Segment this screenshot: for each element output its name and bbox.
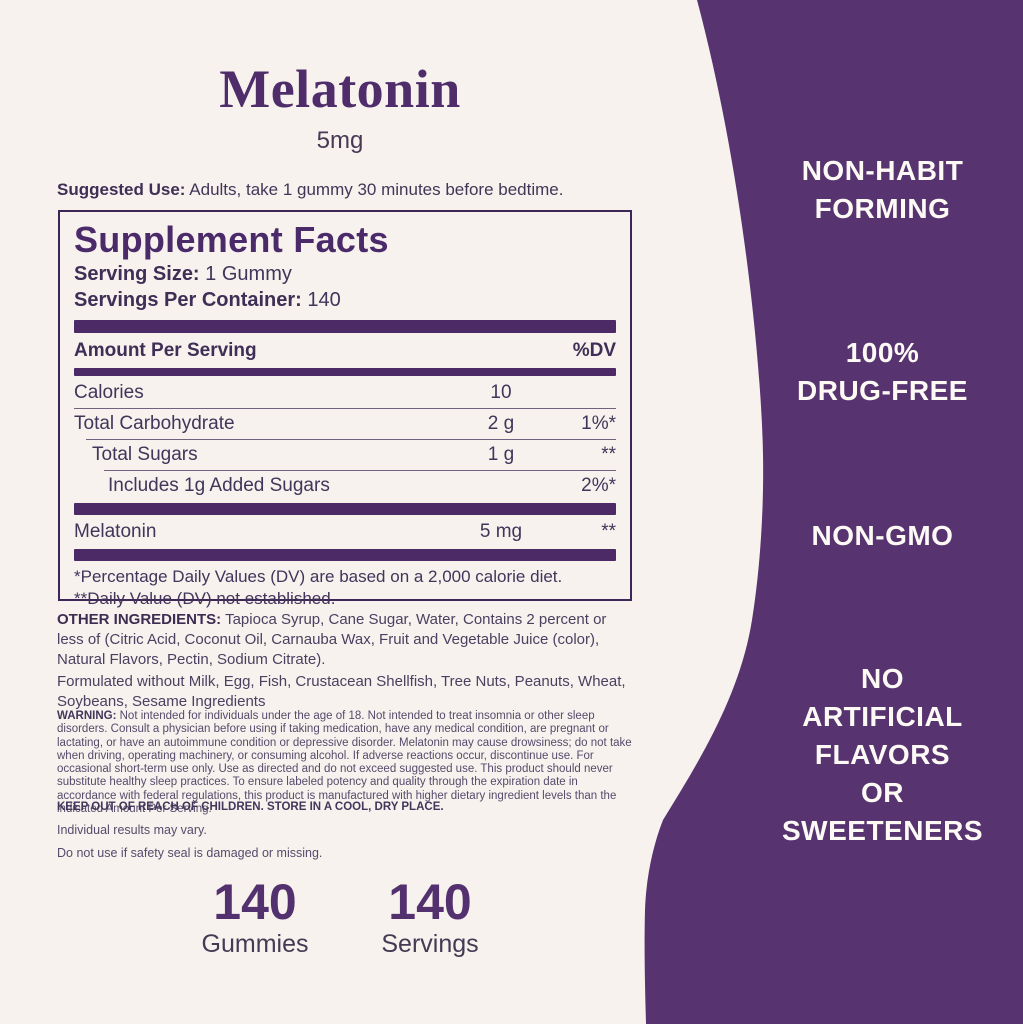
thick-divider xyxy=(74,503,616,515)
table-row-melatonin: Melatonin 5 mg ** xyxy=(74,517,616,547)
footnote: **Daily Value (DV) not established. xyxy=(74,589,336,608)
claim-line: FORMING xyxy=(814,193,951,224)
claim-line: SWEETENERS xyxy=(781,815,984,846)
nutrient-name: Total Sugars xyxy=(92,444,198,465)
other-ingredients-label: OTHER INGREDIENTS: xyxy=(57,611,222,628)
nutrient-dv: 1%* xyxy=(581,413,616,434)
nutrient-name: Includes 1g Added Sugars xyxy=(108,475,330,496)
footnote: *Percentage Daily Values (DV) are based … xyxy=(74,567,563,586)
suggested-use-label: Suggested Use: xyxy=(57,180,186,199)
thick-divider xyxy=(74,320,616,333)
results-disclaimer: Individual results may vary. xyxy=(57,823,207,837)
claim-line: 100% xyxy=(845,337,920,368)
supplement-facts-panel: Supplement Facts Serving Size: 1 Gummy S… xyxy=(58,210,632,608)
claim-line: NO xyxy=(861,663,904,694)
nutrient-name: Calories xyxy=(74,382,144,403)
thin-divider xyxy=(74,408,616,409)
serving-size-value: 1 Gummy xyxy=(205,263,292,285)
claim-line: DRUG-FREE xyxy=(797,375,968,406)
thick-divider xyxy=(74,368,616,376)
thick-divider xyxy=(74,549,616,561)
servings-label: Servings xyxy=(381,930,479,958)
safety-seal-notice: Do not use if safety seal is damaged or … xyxy=(57,846,323,860)
nutrient-dv: 2%* xyxy=(581,475,616,496)
dv-header: %DV xyxy=(572,339,616,361)
gummies-label: Gummies xyxy=(201,930,309,958)
gummies-count: 140 xyxy=(213,874,297,930)
claim-drug-free: 100% DRUG-FREE xyxy=(742,334,1023,410)
servings-count: 140 xyxy=(388,874,472,930)
claim-no-artificial: NO ARTIFICIAL FLAVORS OR SWEETENERS xyxy=(742,660,1023,850)
claim-line: FLAVORS xyxy=(814,739,951,770)
table-row-added-sugars: Includes 1g Added Sugars 2%* xyxy=(74,471,616,501)
warning-statement: WARNING: Not intended for individuals un… xyxy=(57,710,637,816)
count-gummies: 140 Gummies xyxy=(170,876,340,960)
claim-non-gmo: NON-GMO xyxy=(742,517,1023,555)
product-title: Melatonin xyxy=(219,59,461,119)
dv-footnotes: *Percentage Daily Values (DV) are based … xyxy=(74,566,616,610)
table-row-calories: Calories 10 xyxy=(74,378,616,408)
other-ingredients: OTHER INGREDIENTS: Tapioca Syrup, Cane S… xyxy=(57,610,627,670)
nutrient-name: Melatonin xyxy=(74,521,157,542)
suggested-use-text: Adults, take 1 gummy 30 minutes before b… xyxy=(189,180,564,199)
nutrient-amount: 2 g xyxy=(487,413,515,434)
nutrient-amount: 10 xyxy=(490,382,512,403)
allergen-statement: Formulated without Milk, Egg, Fish, Crus… xyxy=(57,673,626,710)
thin-divider xyxy=(86,439,616,440)
count-servings: 140 Servings xyxy=(345,876,515,960)
table-row-total-carbohydrate: Total Carbohydrate 2 g 1%* xyxy=(74,409,616,439)
nutrient-amount: 1 g xyxy=(487,444,515,465)
claims-panel: NON-HABIT FORMING 100% DRUG-FREE NON-GMO… xyxy=(742,0,1023,1024)
claim-line: OR xyxy=(861,777,904,808)
servings-per-container-label: Servings Per Container: xyxy=(74,289,302,311)
warning-label: WARNING: xyxy=(57,710,117,722)
supplement-facts-title: Supplement Facts xyxy=(74,219,389,260)
claim-line: ARTIFICIAL xyxy=(802,701,963,732)
serving-size-label: Serving Size: xyxy=(74,263,200,285)
thin-divider xyxy=(104,470,616,471)
claim-non-habit-forming: NON-HABIT FORMING xyxy=(742,152,1023,228)
claim-line: NON-HABIT xyxy=(801,155,964,186)
servings-per-container-line: Servings Per Container: 140 xyxy=(74,287,616,313)
table-header-row: Amount Per Serving %DV xyxy=(74,335,616,366)
other-ingredients-text: Tapioca Syrup, Cane Sugar, Water, Contai… xyxy=(57,611,607,668)
serving-size-line: Serving Size: 1 Gummy xyxy=(74,261,616,287)
dosage-text: 5mg xyxy=(316,127,364,154)
amount-per-serving-header: Amount Per Serving xyxy=(74,339,257,361)
nutrient-dv: ** xyxy=(601,521,616,542)
storage-statement: KEEP OUT OF REACH OF CHILDREN. STORE IN … xyxy=(57,801,444,813)
warning-text: Not intended for individuals under the a… xyxy=(57,710,632,816)
servings-per-container-value: 140 xyxy=(307,289,341,311)
suggested-use: Suggested Use: Adults, take 1 gummy 30 m… xyxy=(57,180,637,200)
nutrient-name: Total Carbohydrate xyxy=(74,413,235,434)
nutrient-dv: ** xyxy=(601,444,616,465)
table-row-total-sugars: Total Sugars 1 g ** xyxy=(74,440,616,470)
nutrient-amount: 5 mg xyxy=(479,521,523,542)
claim-line: NON-GMO xyxy=(811,520,954,551)
